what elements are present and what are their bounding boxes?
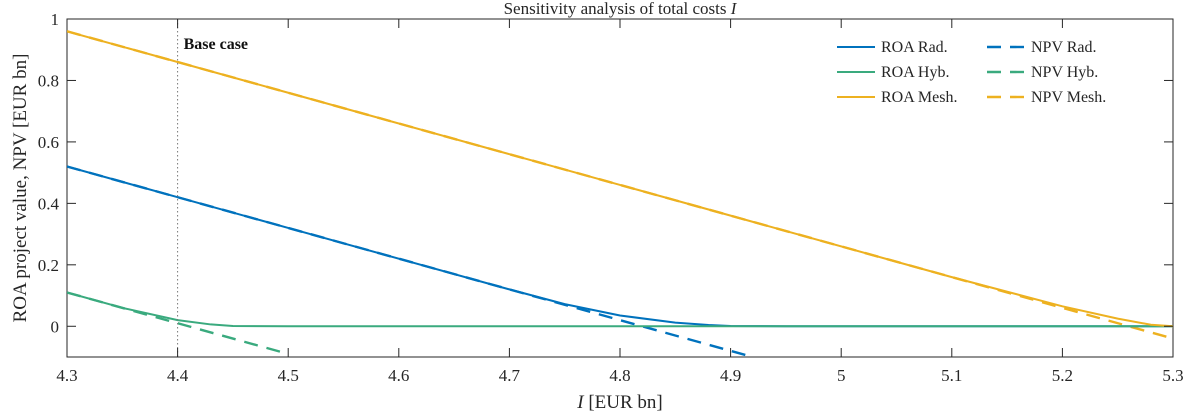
legend-label: NPV Hyb. (1031, 64, 1098, 81)
x-tick-label: 5.1 (941, 366, 962, 385)
x-ticks: 4.3 4.4 4.5 4.6 4.7 4.8 4.9 5 5.1 5.2 5.3 (56, 19, 1184, 385)
x-tick-label: 4.4 (167, 366, 189, 385)
x-tick-label: 4.5 (278, 366, 299, 385)
legend-label: ROA Hyb. (881, 64, 949, 81)
y-tick-label: 0 (51, 317, 60, 336)
x-tick-label: 4.6 (388, 366, 409, 385)
y-tick-label: 0.4 (38, 194, 60, 213)
x-tick-label: 4.8 (609, 366, 630, 385)
x-axis-label: I [EUR bn] (576, 392, 662, 413)
x-tick-label: 4.9 (720, 366, 741, 385)
series-line-roa-hyb (67, 291, 1173, 328)
y-tick-label: 0.2 (38, 256, 59, 275)
x-tick-label: 5.2 (1052, 366, 1073, 385)
x-tick-label: 4.7 (499, 366, 521, 385)
annotation-layer: Base case (177, 19, 248, 357)
x-tick-label: 5.3 (1162, 366, 1183, 385)
chart-title: Sensitivity analysis of total costs I (504, 0, 738, 18)
y-tick-label: 0.6 (38, 133, 59, 152)
legend-label: NPV Mesh. (1031, 89, 1106, 106)
series-line-roa-rad (67, 165, 1173, 328)
x-tick-label: 4.3 (56, 366, 77, 385)
y-axis-label: ROA project value, NPV [EUR bn] (10, 54, 31, 323)
plot-area (66, 18, 1174, 358)
y-ticks: 0 0.2 0.4 0.6 0.8 1 (38, 10, 1173, 336)
base-case-label: Base case (184, 36, 248, 53)
legend-label: ROA Mesh. (881, 89, 957, 106)
series-line-roa-mesh (67, 30, 1173, 328)
y-tick-label: 1 (51, 10, 60, 29)
legend: ROA Rad. ROA Hyb. ROA Mesh. NPV Rad. NPV Hyb… (837, 39, 1106, 106)
series-line-npv-hyb (67, 291, 289, 356)
legend-label: NPV Rad. (1031, 39, 1097, 56)
series-layer (67, 30, 1173, 357)
y-tick-label: 0.8 (38, 71, 59, 90)
legend-label: ROA Rad. (881, 39, 948, 56)
x-tick-label: 5 (837, 366, 846, 385)
